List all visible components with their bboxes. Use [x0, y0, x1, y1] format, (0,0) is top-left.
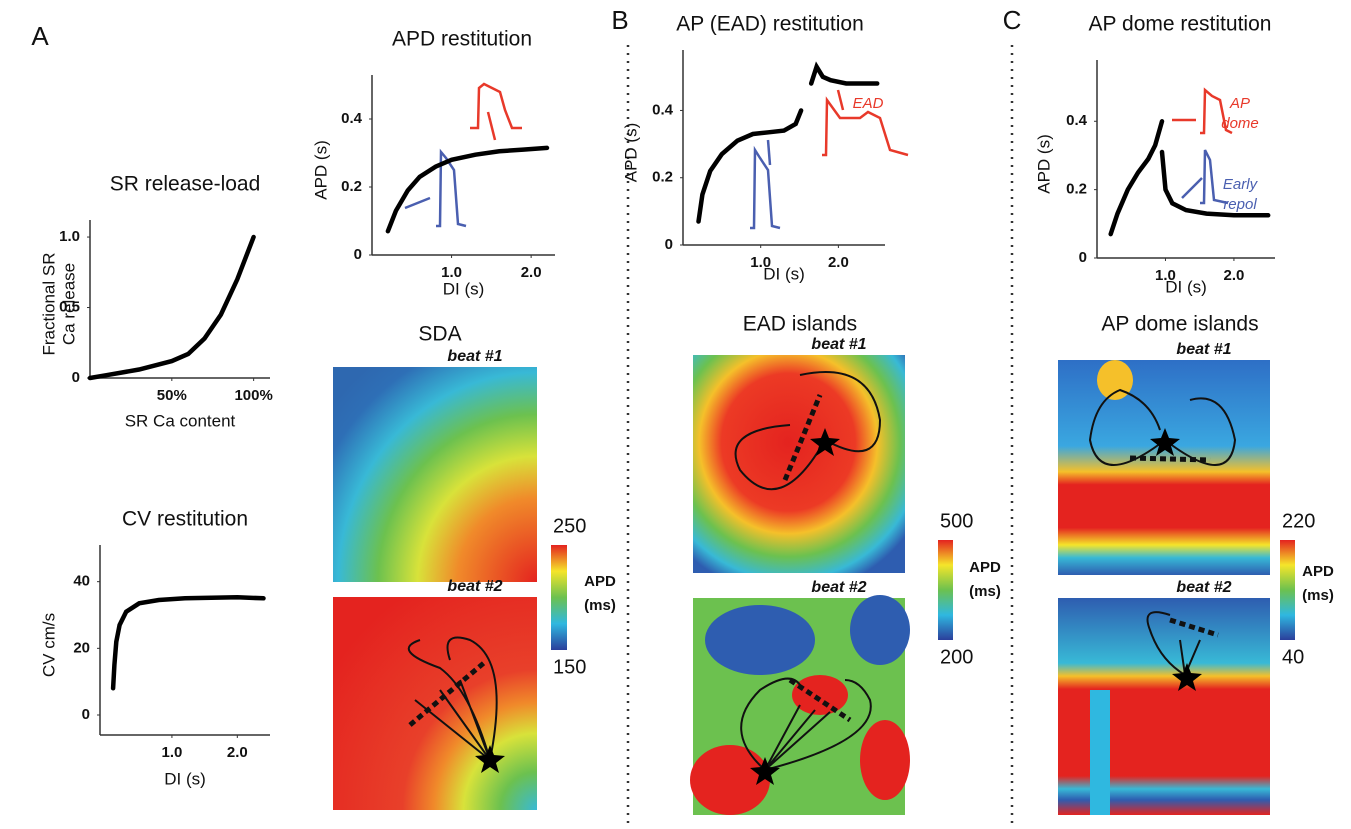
colorbar	[1280, 540, 1295, 640]
x-axis-label: SR Ca content	[125, 411, 236, 430]
y-tick-label: 0.5	[59, 298, 80, 315]
panel-label: A	[31, 21, 49, 51]
colorbar-tick-label: 250	[553, 515, 586, 537]
x-tick-label: 2.0	[521, 264, 542, 281]
chart-title: APD restitution	[392, 28, 532, 51]
x-axis-label: DI (s)	[1165, 277, 1207, 296]
colorbar-tick-label: 220	[1282, 510, 1315, 532]
y-tick-label: 0	[665, 236, 673, 253]
annotation: AP	[1229, 95, 1250, 112]
x-tick-label: 1.0	[441, 264, 462, 281]
y-tick-label: 0.2	[652, 169, 673, 186]
y-tick-label: 0	[1079, 249, 1087, 266]
heatmap-blob	[1097, 360, 1133, 400]
y-tick-label: 20	[73, 639, 90, 656]
annotation: repol	[1223, 196, 1257, 213]
colorbar	[938, 540, 953, 640]
heatmap-blob	[850, 595, 910, 665]
colorbar-tick-label: 40	[1282, 646, 1304, 668]
x-axis-label: DI (s)	[443, 279, 485, 298]
arrows	[404, 89, 1203, 210]
heatmap-blob	[690, 745, 770, 815]
map-title: AP dome islands	[1101, 313, 1258, 336]
curve	[696, 61, 880, 224]
heatmap	[693, 355, 905, 573]
colorbar-tick-label: 200	[940, 646, 973, 668]
x-axis-label: DI (s)	[763, 264, 805, 283]
annotation: EAD	[853, 95, 884, 112]
map-subtitle: beat #1	[447, 348, 502, 365]
x-axis-label: DI (s)	[164, 769, 206, 788]
map-subtitle: beat #2	[1176, 579, 1231, 596]
heatmap-blob	[1090, 690, 1110, 815]
colorbar-label: (ms)	[969, 583, 1001, 600]
y-tick-label: 0	[72, 369, 80, 386]
panel-label: C	[1003, 5, 1022, 35]
x-tick-label: 1.0	[1155, 267, 1176, 284]
colorbar-label: APD	[584, 573, 616, 590]
map-subtitle: beat #1	[1176, 341, 1231, 358]
y-tick-label: 1.0	[59, 228, 80, 245]
wave-paths	[407, 371, 1237, 771]
stars	[475, 428, 1202, 785]
colorbar	[551, 545, 567, 650]
curve	[87, 234, 256, 381]
colorbar-label: APD	[1302, 563, 1334, 580]
curve	[110, 595, 266, 691]
colorbar-label: (ms)	[1302, 587, 1334, 604]
colorbar-label: (ms)	[584, 597, 616, 614]
x-tick-label: 2.0	[1223, 267, 1244, 284]
x-tick-label: 50%	[157, 387, 187, 404]
y-tick-label: 0.4	[341, 110, 363, 127]
y-tick-label: 0.2	[1066, 181, 1087, 198]
y-axis-label: APD (s)	[311, 140, 330, 200]
y-tick-label: 0	[354, 246, 362, 263]
chart-title: AP (EAD) restitution	[676, 13, 864, 36]
heatmap	[333, 367, 537, 582]
x-tick-label: 1.0	[161, 744, 182, 761]
map-subtitle: beat #2	[447, 578, 502, 595]
colorbar-label: APD	[969, 559, 1001, 576]
x-tick-label: 2.0	[227, 744, 248, 761]
y-tick-label: 0.4	[652, 101, 674, 118]
heatmap	[1058, 598, 1270, 815]
x-tick-label: 100%	[234, 387, 272, 404]
colorbar-tick-label: 150	[553, 656, 586, 678]
y-tick-label: 0.2	[341, 178, 362, 195]
y-axis-label: Ca release	[59, 263, 78, 345]
chart-title: SR release-load	[110, 173, 261, 196]
insets	[436, 82, 1233, 230]
heatmap	[1058, 360, 1270, 575]
curve	[1108, 119, 1271, 237]
annotation: Early	[1223, 176, 1259, 193]
heatmap-blob	[705, 605, 815, 675]
chart-title: AP dome restitution	[1089, 13, 1272, 36]
y-tick-label: 0.4	[1066, 112, 1088, 129]
map-title: EAD islands	[743, 313, 857, 336]
map-subtitle: beat #2	[811, 579, 866, 596]
colorbar-tick-label: 500	[940, 510, 973, 532]
chart-title: CV restitution	[122, 508, 248, 531]
x-tick-label: 1.0	[750, 254, 771, 271]
y-axis-label: APD (s)	[621, 123, 640, 183]
y-axis-label: Fractional SR	[39, 253, 58, 356]
panel-label: B	[611, 5, 628, 35]
heatmap-blob	[792, 675, 848, 715]
y-tick-label: 0	[82, 706, 90, 723]
y-axis-label: APD (s)	[1034, 134, 1053, 194]
y-tick-label: 40	[73, 573, 90, 590]
map-subtitle: beat #1	[811, 336, 866, 353]
curve	[385, 145, 550, 234]
map-title: SDA	[418, 323, 461, 346]
heatmap-blob	[860, 720, 910, 800]
y-axis-label: CV cm/s	[39, 613, 58, 677]
x-tick-label: 2.0	[828, 254, 849, 271]
annotation: dome	[1221, 115, 1259, 132]
